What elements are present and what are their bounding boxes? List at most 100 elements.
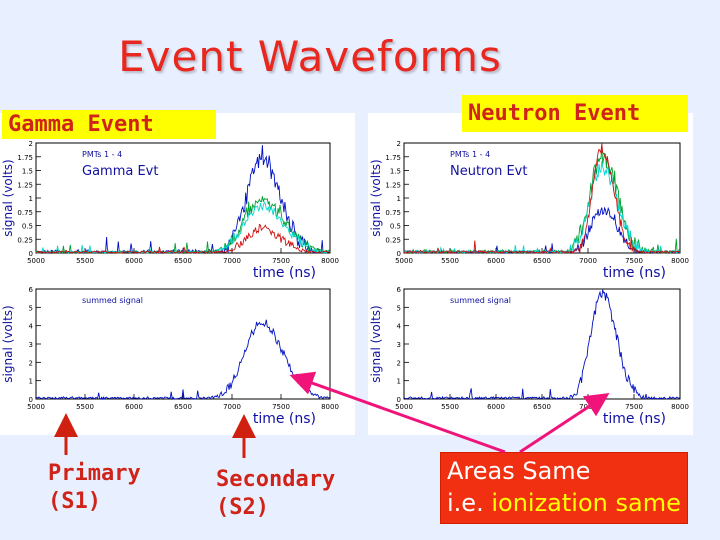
- series-red: [35, 223, 331, 255]
- legend-text: PMTs 1 - 4: [82, 150, 122, 159]
- x-tick-label: 6500: [533, 403, 551, 411]
- x-axis-label: time (ns): [253, 411, 316, 427]
- slide-title: Event Waveforms: [118, 32, 502, 81]
- x-tick-label: 6500: [174, 257, 192, 265]
- gamma-panel: 0 0.25 0.5 0.75 1 1.25 1.5 1.75 2 5000 5500 6000 650…: [0, 113, 355, 435]
- areas-same-box: Areas Same i.e. ionization same: [440, 452, 688, 524]
- x-tick-label: 8000: [671, 257, 689, 265]
- x-tick-label: 6500: [533, 257, 551, 265]
- areas-line2-prefix: i.e.: [447, 489, 484, 517]
- x-tick-label: 7500: [272, 257, 290, 265]
- x-tick-label: 6000: [125, 257, 143, 265]
- y-tick-label: 0.25: [385, 236, 401, 244]
- areas-line2: i.e. ionization same: [447, 487, 681, 519]
- x-tick-label: 5500: [76, 403, 94, 411]
- x-tick-label: 8000: [671, 403, 689, 411]
- y-tick-label: 1.5: [390, 168, 401, 176]
- areas-line2-highlight: ionization same: [491, 489, 681, 517]
- y-tick-label: 3: [29, 341, 33, 349]
- x-tick-label: 8000: [321, 403, 339, 411]
- x-tick-label: 6000: [125, 403, 143, 411]
- series-green: [403, 146, 681, 255]
- y-tick-label: 0.75: [385, 209, 401, 217]
- gamma-event-label: Gamma Event: [2, 110, 216, 139]
- x-tick-label: 5500: [441, 257, 459, 265]
- x-tick-label: 7500: [625, 257, 643, 265]
- legend-text: PMTs 1 - 4: [450, 150, 490, 159]
- y-tick-label: 6: [29, 286, 34, 294]
- y-tick-label: 0: [397, 250, 401, 258]
- y-tick-label: 1.75: [385, 154, 401, 162]
- x-tick-label: 7500: [272, 403, 290, 411]
- x-tick-label: 7000: [579, 257, 597, 265]
- y-tick-label: 2: [397, 140, 401, 148]
- primary-s1-label: Primary (S1): [48, 460, 141, 516]
- y-tick-label: 2: [397, 359, 401, 367]
- y-tick-label: 6: [397, 286, 402, 294]
- plot-frame: [35, 288, 331, 400]
- neutron-event-label: Neutron Event: [462, 95, 688, 132]
- x-tick-label: 5000: [27, 257, 45, 265]
- secondary-line1: Secondary: [216, 467, 336, 492]
- y-tick-label: 1: [397, 378, 401, 386]
- plot-frame: [403, 288, 681, 400]
- neutron-panel: 0 0.25 0.5 0.75 1 1.25 1.5 1.75 2 5000 5500 6000 650…: [368, 113, 693, 435]
- y-tick-label: 0.5: [390, 223, 401, 231]
- y-axis-label: signal (volts): [369, 159, 383, 236]
- y-axis-label: signal (volts): [1, 305, 15, 382]
- y-tick-label: 1: [397, 195, 401, 203]
- x-axis-label: time (ns): [253, 265, 316, 281]
- caption-text: Gamma Evt: [82, 164, 158, 179]
- x-tick-label: 5500: [76, 257, 94, 265]
- x-tick-label: 5000: [395, 257, 413, 265]
- y-tick-label: 0.75: [17, 209, 33, 217]
- x-tick-label: 5000: [27, 403, 45, 411]
- x-tick-label: 5500: [441, 403, 459, 411]
- y-tick-label: 5: [29, 304, 33, 312]
- plot-frame: [403, 142, 681, 254]
- y-tick-label: 1: [29, 378, 33, 386]
- y-tick-label: 1.5: [22, 168, 33, 176]
- y-tick-label: 4: [397, 323, 402, 331]
- y-tick-label: 0: [29, 396, 33, 404]
- areas-line1: Areas Same: [447, 457, 591, 485]
- y-axis-label: signal (volts): [1, 159, 15, 236]
- x-tick-label: 7000: [579, 403, 597, 411]
- y-tick-label: 4: [29, 323, 34, 331]
- x-tick-label: 6500: [174, 403, 192, 411]
- gamma-top-plot: 0 0.25 0.5 0.75 1 1.25 1.5 1.75 2 5000 5500 6000 650…: [1, 140, 339, 281]
- x-tick-label: 7000: [223, 403, 241, 411]
- secondary-s2-label: Secondary (S2): [216, 466, 335, 522]
- y-tick-label: 1.25: [385, 181, 401, 189]
- x-tick-label: 7000: [223, 257, 241, 265]
- x-tick-label: 7500: [625, 403, 643, 411]
- y-tick-label: 1: [29, 195, 33, 203]
- x-tick-label: 5000: [395, 403, 413, 411]
- y-axis-label: signal (volts): [369, 305, 383, 382]
- y-tick-label: 1.75: [17, 154, 33, 162]
- primary-line2: (S1): [48, 489, 101, 514]
- x-tick-label: 6000: [487, 403, 505, 411]
- series-blue: [35, 145, 331, 254]
- y-tick-label: 2: [29, 359, 33, 367]
- gamma-bottom-plot: 0 1 2 3 4 5 6 5000 5500 6000 6500 7000 7500 8000 signa…: [1, 286, 339, 427]
- x-tick-label: 8000: [321, 257, 339, 265]
- series-red: [403, 143, 680, 254]
- secondary-line2: (S2): [216, 495, 269, 520]
- y-tick-label: 5: [397, 304, 401, 312]
- series-summed: [403, 289, 681, 400]
- plot-frame: [35, 142, 331, 254]
- x-axis-label: time (ns): [603, 411, 666, 427]
- x-axis-label: time (ns): [603, 265, 666, 281]
- y-tick-label: 2: [29, 140, 33, 148]
- legend-text: summed signal: [450, 296, 511, 305]
- y-tick-label: 3: [397, 341, 401, 349]
- y-tick-label: 0: [29, 250, 33, 258]
- legend-text: summed signal: [82, 296, 143, 305]
- primary-line1: Primary: [48, 461, 141, 486]
- x-tick-label: 6000: [487, 257, 505, 265]
- y-tick-label: 0.5: [22, 223, 33, 231]
